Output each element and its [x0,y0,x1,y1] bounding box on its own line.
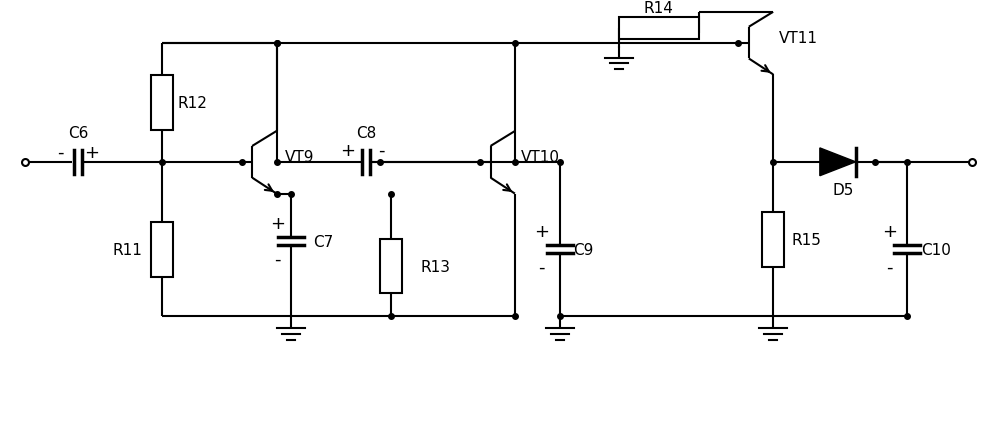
Text: R12: R12 [177,95,207,111]
Text: R13: R13 [421,259,451,274]
Text: VT10: VT10 [521,150,560,165]
Polygon shape [820,148,856,176]
Text: D5: D5 [832,183,853,198]
Text: -: - [379,141,385,160]
Bar [151,222,173,277]
Text: R11: R11 [113,242,142,257]
Bar [619,18,699,40]
Text: +: + [84,144,99,162]
Text: +: + [270,215,285,233]
Text: +: + [882,223,897,241]
Text: -: - [538,258,545,276]
Text: C6: C6 [68,125,88,140]
Text: VT9: VT9 [284,150,314,165]
Text: R15: R15 [791,232,821,247]
Text: -: - [886,258,893,276]
Text: +: + [341,141,356,160]
Text: C7: C7 [313,234,334,249]
Text: +: + [534,223,549,241]
Text: -: - [57,144,63,162]
Text: VT11: VT11 [779,31,818,46]
Text: -: - [274,251,281,268]
Bar [151,76,173,130]
Bar [380,239,402,294]
Text: C8: C8 [356,125,376,140]
Bar [762,212,784,267]
Text: C9: C9 [574,242,594,257]
Text: C10: C10 [921,242,951,257]
Text: R14: R14 [644,1,674,16]
